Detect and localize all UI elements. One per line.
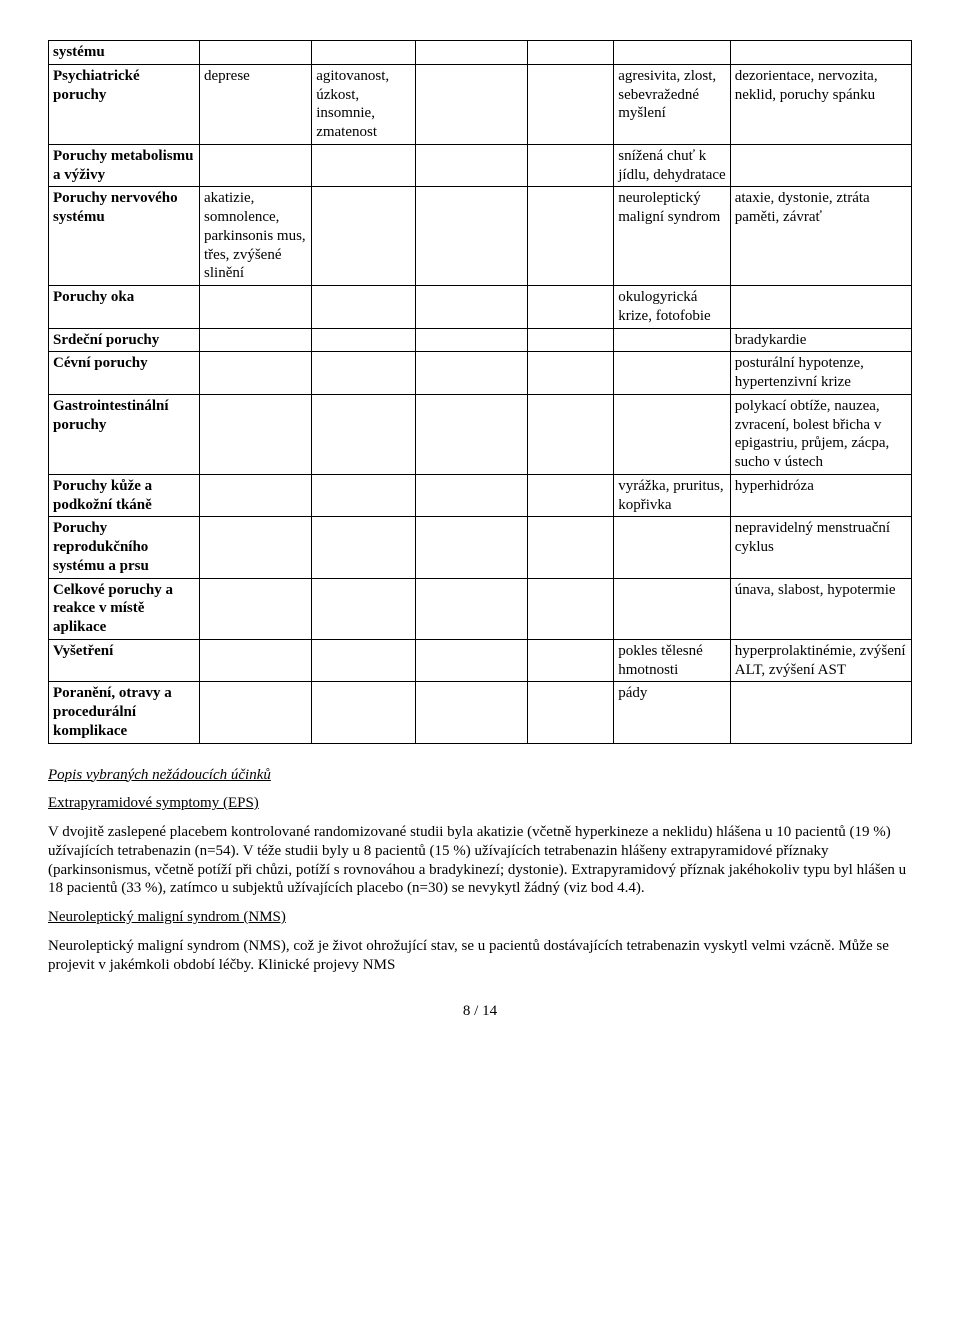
row-label: systému xyxy=(49,41,200,65)
cell: snížená chuť k jídlu, dehydratace xyxy=(614,144,731,187)
cell xyxy=(312,144,416,187)
cell xyxy=(527,64,613,144)
row-label: Srdeční poruchy xyxy=(49,328,200,352)
cell xyxy=(415,41,527,65)
cell xyxy=(200,517,312,578)
row-label: Poruchy nervového systému xyxy=(49,187,200,286)
cell: posturální hypotenze, hypertenzivní kriz… xyxy=(730,352,911,395)
cell: pokles tělesné hmotnosti xyxy=(614,639,731,682)
cell xyxy=(415,286,527,329)
cell xyxy=(527,352,613,395)
section-heading-eps: Extrapyramidové symptomy (EPS) xyxy=(48,794,912,813)
cell xyxy=(312,394,416,474)
cell: dezorientace, nervozita, neklid, poruchy… xyxy=(730,64,911,144)
cell xyxy=(200,286,312,329)
cell: polykací obtíže, nauzea, zvracení, boles… xyxy=(730,394,911,474)
cell xyxy=(527,639,613,682)
cell xyxy=(200,328,312,352)
section-heading-nms: Neuroleptický maligní syndrom (NMS) xyxy=(48,908,912,927)
cell xyxy=(730,682,911,743)
cell xyxy=(415,682,527,743)
cell: bradykardie xyxy=(730,328,911,352)
cell xyxy=(312,328,416,352)
cell xyxy=(312,286,416,329)
cell xyxy=(614,578,731,639)
row-label: Poruchy oka xyxy=(49,286,200,329)
cell xyxy=(730,144,911,187)
cell xyxy=(312,474,416,517)
cell: hyperhidróza xyxy=(730,474,911,517)
cell: agresivita, zlost, sebevražedné myšlení xyxy=(614,64,731,144)
row-label: Poruchy metabolismu a výživy xyxy=(49,144,200,187)
cell xyxy=(312,352,416,395)
row-label: Celkové poruchy a reakce v místě aplikac… xyxy=(49,578,200,639)
adverse-effects-table: systému Psychiatrické poruchy deprese ag… xyxy=(48,40,912,744)
cell xyxy=(527,682,613,743)
cell xyxy=(415,328,527,352)
cell xyxy=(312,517,416,578)
cell xyxy=(527,286,613,329)
page-number: 8 / 14 xyxy=(48,1002,912,1021)
cell xyxy=(415,64,527,144)
cell xyxy=(527,394,613,474)
cell: deprese xyxy=(200,64,312,144)
cell xyxy=(312,639,416,682)
cell xyxy=(527,144,613,187)
paragraph-nms: Neuroleptický maligní syndrom (NMS), což… xyxy=(48,937,912,975)
cell xyxy=(730,286,911,329)
cell xyxy=(527,517,613,578)
cell xyxy=(200,41,312,65)
cell xyxy=(312,682,416,743)
cell xyxy=(614,394,731,474)
row-label: Cévní poruchy xyxy=(49,352,200,395)
cell xyxy=(200,144,312,187)
cell: neuroleptický maligní syndrom xyxy=(614,187,731,286)
cell xyxy=(415,474,527,517)
section-heading-description: Popis vybraných nežádoucích účinků xyxy=(48,766,912,785)
cell xyxy=(614,517,731,578)
cell xyxy=(614,41,731,65)
row-label: Vyšetření xyxy=(49,639,200,682)
cell xyxy=(415,394,527,474)
cell: nepravidelný menstruační cyklus xyxy=(730,517,911,578)
cell xyxy=(415,578,527,639)
cell xyxy=(415,517,527,578)
cell: hyperprolaktinémie, zvýšení ALT, zvýšení… xyxy=(730,639,911,682)
cell xyxy=(200,639,312,682)
cell xyxy=(312,578,416,639)
cell xyxy=(527,578,613,639)
cell: okulogyrická krize, fotofobie xyxy=(614,286,731,329)
row-label: Poruchy reprodukčního systému a prsu xyxy=(49,517,200,578)
cell xyxy=(312,41,416,65)
row-label: Poruchy kůže a podkožní tkáně xyxy=(49,474,200,517)
cell xyxy=(614,352,731,395)
cell: agitovanost, úzkost, insomnie, zmatenost xyxy=(312,64,416,144)
row-label: Psychiatrické poruchy xyxy=(49,64,200,144)
cell xyxy=(415,187,527,286)
cell xyxy=(415,144,527,187)
cell xyxy=(415,639,527,682)
cell xyxy=(527,474,613,517)
cell xyxy=(415,352,527,395)
cell xyxy=(200,682,312,743)
cell xyxy=(527,187,613,286)
cell xyxy=(200,578,312,639)
row-label: Poranění, otravy a procedurální komplika… xyxy=(49,682,200,743)
cell xyxy=(200,394,312,474)
paragraph-eps: V dvojitě zaslepené placebem kontrolovan… xyxy=(48,823,912,898)
cell: únava, slabost, hypotermie xyxy=(730,578,911,639)
cell xyxy=(200,352,312,395)
cell: pády xyxy=(614,682,731,743)
cell xyxy=(730,41,911,65)
cell xyxy=(200,474,312,517)
cell: ataxie, dystonie, ztráta paměti, závrať xyxy=(730,187,911,286)
cell xyxy=(312,187,416,286)
cell xyxy=(527,328,613,352)
cell: akatizie, somnolence, parkinsonis mus, t… xyxy=(200,187,312,286)
cell xyxy=(527,41,613,65)
cell: vyrážka, pruritus, kopřivka xyxy=(614,474,731,517)
row-label: Gastrointestinální poruchy xyxy=(49,394,200,474)
cell xyxy=(614,328,731,352)
